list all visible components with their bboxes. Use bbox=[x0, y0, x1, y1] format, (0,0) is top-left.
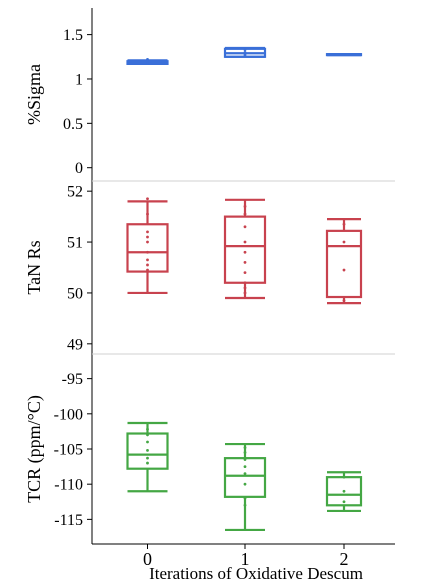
data-point bbox=[243, 48, 247, 52]
data-point bbox=[146, 58, 149, 61]
data-point bbox=[342, 500, 346, 504]
data-point bbox=[243, 205, 247, 208]
data-point bbox=[243, 281, 247, 285]
panel-2: 52 51 50 49 TaN Rs bbox=[24, 184, 363, 353]
data-point bbox=[146, 240, 149, 244]
data-point bbox=[146, 230, 149, 234]
data-point bbox=[243, 250, 247, 254]
box-1 bbox=[223, 198, 267, 300]
y-tick-label: -100 bbox=[54, 406, 83, 423]
x-tick-label: 2 bbox=[340, 549, 349, 569]
y-tick-label: 50 bbox=[67, 285, 83, 302]
data-point bbox=[243, 261, 247, 264]
data-point bbox=[243, 465, 247, 468]
box-iqr bbox=[325, 229, 363, 299]
x-axis: 0 1 2 bbox=[143, 544, 349, 569]
data-point bbox=[342, 268, 346, 272]
y-tick-label: 52 bbox=[67, 184, 83, 201]
box-iqr bbox=[126, 432, 169, 470]
data-point bbox=[146, 258, 149, 262]
data-point bbox=[243, 286, 247, 290]
y-axis-label: TaN Rs bbox=[24, 240, 44, 294]
y-tick-label: -105 bbox=[54, 442, 83, 459]
data-point bbox=[146, 250, 149, 254]
data-point bbox=[146, 461, 149, 465]
box-1 bbox=[223, 442, 267, 532]
data-point bbox=[243, 458, 247, 461]
data-point bbox=[243, 472, 247, 476]
x-tick-label: 1 bbox=[241, 549, 250, 569]
data-point bbox=[146, 197, 149, 201]
y-axis-label: %Sigma bbox=[24, 64, 44, 125]
data-point bbox=[243, 291, 247, 295]
y-tick-label: -110 bbox=[54, 477, 83, 494]
data-point bbox=[342, 299, 346, 302]
data-point bbox=[243, 503, 247, 507]
y-tick-label: -115 bbox=[54, 512, 83, 529]
data-point bbox=[243, 53, 247, 57]
data-point bbox=[146, 235, 149, 239]
y-tick-label: 51 bbox=[67, 235, 83, 252]
data-point bbox=[243, 482, 247, 486]
data-point bbox=[146, 427, 149, 431]
data-point bbox=[243, 212, 247, 216]
box-0 bbox=[126, 58, 169, 65]
plot-frame bbox=[91, 8, 395, 545]
data-point bbox=[146, 456, 149, 460]
y-axis-label: TCR (ppm/°C) bbox=[24, 395, 45, 503]
data-point bbox=[146, 263, 149, 267]
box-2 bbox=[325, 53, 363, 57]
data-point bbox=[342, 475, 346, 479]
y-tick-label: -95 bbox=[62, 371, 83, 388]
y-tick-label: 49 bbox=[67, 336, 83, 353]
y-tick-label: 1.5 bbox=[63, 27, 83, 44]
box-2 bbox=[325, 471, 363, 513]
x-tick-label: 0 bbox=[143, 549, 152, 569]
data-point bbox=[342, 240, 346, 244]
data-point bbox=[146, 449, 149, 452]
data-point bbox=[146, 268, 149, 272]
data-point bbox=[146, 433, 149, 437]
data-point bbox=[146, 212, 149, 216]
data-point bbox=[342, 222, 346, 226]
panel-1: 1.5 1 0.5 0 %Sigma bbox=[24, 27, 363, 177]
data-point bbox=[243, 451, 247, 454]
y-tick-label: 0.5 bbox=[63, 116, 83, 133]
box-1 bbox=[223, 46, 267, 58]
y-tick-label: 0 bbox=[75, 160, 83, 177]
x-axis-label: Iterations of Oxidative Descum bbox=[149, 564, 363, 583]
data-point bbox=[243, 50, 247, 54]
y-tick-label: 1 bbox=[75, 71, 83, 88]
panel-3: -95 -100 -105 -110 -115 TCR (ppm/°C) bbox=[24, 371, 363, 532]
data-point bbox=[146, 440, 149, 444]
box-iqr bbox=[223, 457, 267, 498]
data-point bbox=[243, 446, 247, 449]
data-point bbox=[243, 496, 247, 500]
data-point bbox=[243, 271, 247, 274]
data-point bbox=[243, 240, 247, 244]
box-iqr bbox=[126, 223, 169, 273]
box-0 bbox=[126, 197, 169, 295]
box-2 bbox=[325, 218, 363, 305]
data-point bbox=[243, 225, 247, 229]
data-point bbox=[342, 489, 346, 493]
box-0 bbox=[126, 421, 169, 493]
